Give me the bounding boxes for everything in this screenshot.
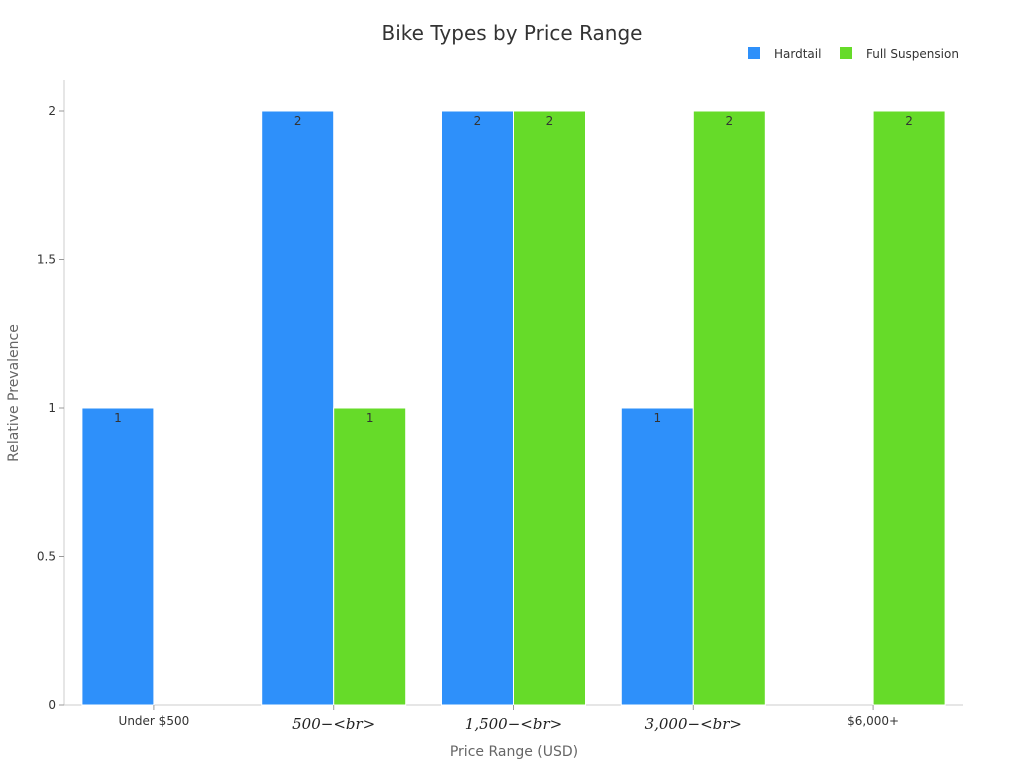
bar-full-suspension xyxy=(692,110,766,706)
bars xyxy=(81,110,946,706)
x-tick-label: $6,000+ xyxy=(847,714,899,728)
bar-value-label: 2 xyxy=(474,114,482,128)
x-axis-title: Price Range (USD) xyxy=(450,744,578,760)
bar-full-suspension xyxy=(872,110,946,706)
bar-hardtail xyxy=(81,407,155,706)
bar-full-suspension xyxy=(513,110,586,706)
bar-hardtail xyxy=(620,407,694,706)
bar-value-label: 2 xyxy=(725,114,733,128)
legend-label-hardtail: Hardtail xyxy=(774,47,821,61)
bar-hardtail xyxy=(261,110,335,706)
y-tick-label: 2 xyxy=(48,104,56,118)
legend-label-full-suspension: Full Suspension xyxy=(866,47,959,61)
bar-value-label: 2 xyxy=(546,114,554,128)
y-tick-label: 1.5 xyxy=(37,253,56,267)
bar-full-suspension xyxy=(333,407,407,706)
y-tick-label: 1 xyxy=(48,401,56,415)
y-axis-title: Relative Prevalence xyxy=(6,324,22,462)
legend: Hardtail Full Suspension xyxy=(748,47,959,61)
x-tick-label: 1,500−<br> xyxy=(465,715,562,733)
bar-value-label: 1 xyxy=(653,411,661,425)
legend-swatch-hardtail xyxy=(748,47,760,59)
legend-swatch-full-suspension xyxy=(840,47,852,59)
x-tick-label: Under $500 xyxy=(119,714,190,728)
x-axis-ticks: Under $500 500−<br> 1,500−<br> 3,000−<br> $6… xyxy=(119,705,899,733)
y-tick-label: 0 xyxy=(48,698,56,712)
chart-title: Bike Types by Price Range xyxy=(382,21,643,45)
y-tick-label: 0.5 xyxy=(37,550,56,564)
x-tick-label: 3,000−<br> xyxy=(645,715,742,733)
bar-value-label: 1 xyxy=(114,411,122,425)
bar-hardtail xyxy=(441,110,514,706)
data-labels: 1 2 1 2 2 1 2 2 xyxy=(114,114,913,425)
bar-value-label: 2 xyxy=(294,114,302,128)
bar-value-label: 1 xyxy=(366,411,374,425)
y-axis-ticks: 0 0.5 1 1.5 2 xyxy=(37,104,64,712)
x-tick-label: 500−<br> xyxy=(292,715,375,733)
bar-value-label: 2 xyxy=(905,114,913,128)
